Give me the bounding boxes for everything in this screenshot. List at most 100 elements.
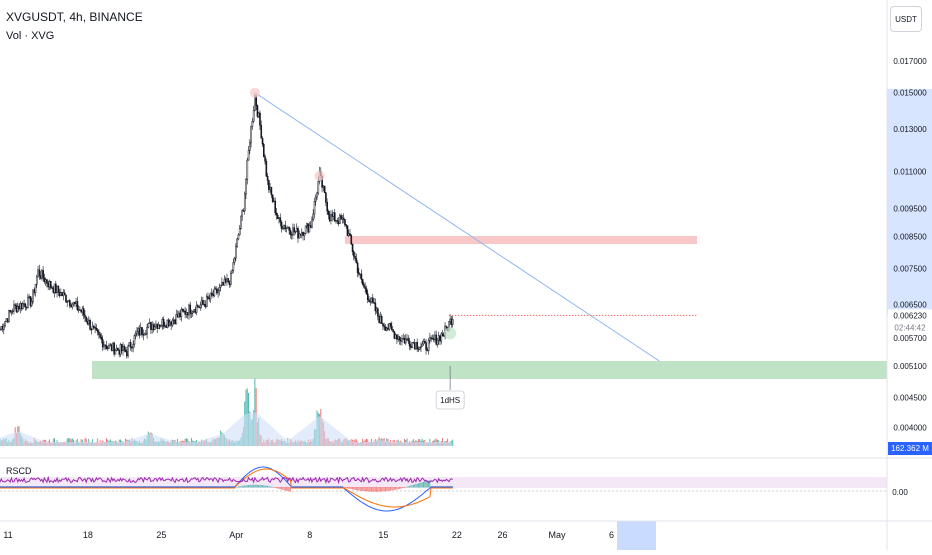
candle-body bbox=[188, 304, 190, 316]
candle-body bbox=[303, 233, 306, 236]
candle-body bbox=[402, 338, 405, 340]
indicator-histogram-bar bbox=[363, 487, 365, 492]
indicator-histogram-bar bbox=[421, 482, 423, 488]
bar-countdown-label: 02:44:42 bbox=[894, 323, 926, 332]
indicator-histogram-bar bbox=[362, 487, 364, 491]
candle-body bbox=[445, 325, 448, 328]
candle-body bbox=[127, 345, 129, 357]
candle-body bbox=[141, 327, 143, 335]
candle-body bbox=[203, 303, 205, 306]
candle-body bbox=[19, 303, 22, 310]
candle-body bbox=[322, 185, 325, 188]
indicator-histogram-bar bbox=[250, 484, 252, 488]
indicator-histogram-bar bbox=[379, 487, 381, 492]
candle-body bbox=[241, 210, 244, 217]
candle-body bbox=[129, 342, 132, 348]
candle-body bbox=[13, 304, 15, 312]
candle-body bbox=[209, 292, 212, 300]
candle-body bbox=[237, 234, 240, 240]
candle-body bbox=[152, 324, 155, 330]
indicator-histogram-bar bbox=[359, 487, 361, 491]
time-axis-highlight bbox=[617, 521, 656, 550]
candle-body bbox=[34, 283, 37, 293]
candle-body bbox=[246, 159, 249, 180]
indicator-histogram-bar bbox=[240, 485, 242, 488]
candle-body bbox=[289, 229, 292, 235]
candle-body bbox=[346, 225, 349, 236]
indicator-histogram-bar bbox=[274, 487, 276, 488]
candle-body bbox=[164, 325, 166, 327]
candle-body bbox=[161, 319, 164, 326]
candle-body bbox=[75, 301, 77, 304]
candle-body bbox=[86, 321, 89, 325]
candle-body bbox=[264, 156, 266, 162]
indicator-histogram-bar bbox=[284, 487, 286, 491]
indicator-histogram-bar bbox=[346, 487, 348, 489]
candle-body bbox=[397, 336, 400, 340]
resistance-zone bbox=[345, 236, 697, 244]
candle-body bbox=[259, 112, 261, 126]
candle-body bbox=[89, 319, 91, 330]
candle-body bbox=[294, 231, 297, 233]
candle-body bbox=[350, 235, 353, 245]
candle-body bbox=[117, 347, 119, 351]
current-price-tag-bg bbox=[888, 309, 932, 322]
indicator-histogram-bar bbox=[259, 484, 261, 488]
candle-body bbox=[63, 292, 66, 296]
candle-body bbox=[107, 347, 109, 350]
candle-body bbox=[180, 309, 183, 318]
candle-body bbox=[240, 215, 242, 229]
indicator-histogram-bar bbox=[354, 487, 356, 490]
candle-body bbox=[108, 344, 110, 349]
candle-body bbox=[374, 302, 377, 312]
candle-body bbox=[52, 288, 55, 293]
candle-body bbox=[380, 316, 383, 324]
candle-body bbox=[55, 283, 57, 294]
candle-body bbox=[268, 180, 270, 190]
candle-body bbox=[243, 193, 246, 212]
candle-body bbox=[317, 181, 320, 194]
candle-body bbox=[430, 337, 432, 339]
candle-body bbox=[287, 227, 289, 229]
price-tick-label: 0.007500 bbox=[893, 264, 927, 273]
candle-body bbox=[368, 299, 370, 302]
candle-body bbox=[205, 296, 208, 307]
indicator-histogram-bar bbox=[282, 487, 284, 490]
indicator-histogram-bar bbox=[414, 484, 416, 488]
candle-body bbox=[179, 312, 181, 318]
indicator-histogram-bar bbox=[364, 487, 366, 492]
candle-body bbox=[251, 121, 254, 127]
candle-body bbox=[171, 319, 174, 326]
price-tick-label: 0.005100 bbox=[893, 362, 927, 371]
candle-body bbox=[23, 303, 25, 305]
indicator-histogram-bar bbox=[253, 484, 255, 488]
indicator-histogram-bar bbox=[406, 486, 408, 488]
candle-body bbox=[269, 186, 271, 190]
candle-body bbox=[411, 342, 413, 348]
indicator-histogram-bar bbox=[402, 487, 404, 489]
candle-body bbox=[212, 294, 214, 297]
candle-body bbox=[183, 310, 185, 312]
indicator-histogram-bar bbox=[270, 486, 272, 488]
indicator-histogram-bar bbox=[251, 484, 253, 488]
candle-body bbox=[67, 300, 70, 303]
candle-body bbox=[138, 328, 141, 336]
indicator-histogram-bar bbox=[254, 484, 256, 488]
volume-bar bbox=[254, 378, 256, 446]
indicator-histogram-bar bbox=[353, 487, 355, 490]
currency-button[interactable]: USDT bbox=[890, 6, 922, 32]
candle-body bbox=[327, 210, 330, 216]
candle-body bbox=[175, 314, 178, 325]
candle-body bbox=[276, 214, 279, 219]
indicator-histogram-bar bbox=[265, 485, 267, 488]
candle-body bbox=[145, 333, 147, 335]
candle-body bbox=[39, 275, 42, 279]
candle-body bbox=[42, 270, 44, 279]
candle-body bbox=[146, 327, 148, 335]
candle-body bbox=[450, 318, 453, 325]
candle-body bbox=[360, 273, 363, 280]
candle-body bbox=[413, 343, 416, 350]
indicator-slow-line bbox=[0, 468, 453, 508]
candle-body bbox=[416, 342, 419, 350]
